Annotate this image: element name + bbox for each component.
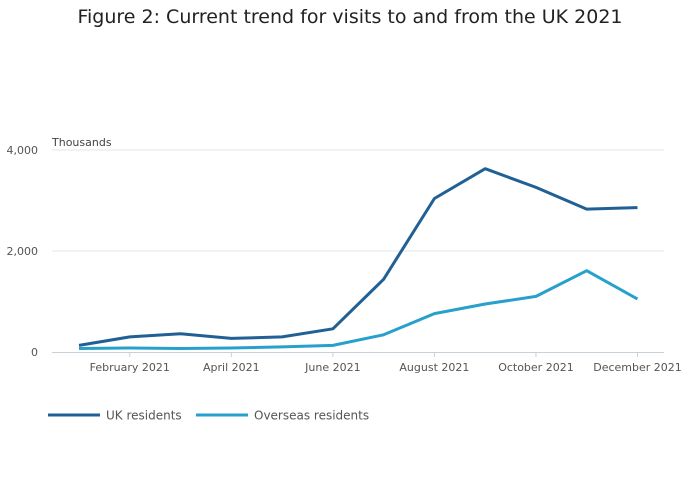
legend-item[interactable]: UK residents: [48, 409, 182, 423]
y-tick-label: 4,000: [7, 144, 39, 157]
y-tick-label: 0: [31, 346, 38, 359]
x-tick-label: February 2021: [90, 361, 170, 374]
grid-layer: [52, 149, 664, 252]
y-tick-label: 2,000: [7, 245, 39, 258]
legend-item[interactable]: Overseas residents: [196, 409, 369, 423]
series-line-overseas-residents: [78, 269, 639, 350]
legend-layer: UK residents Overseas residents: [48, 409, 369, 423]
series-line-uk-residents: [78, 167, 638, 347]
legend-label: UK residents: [106, 409, 182, 423]
axis-layer: 0 2,000 4,000 Thousands February 2021 April 2…: [7, 136, 682, 374]
chart-title: Figure 2: Current trend for visits to an…: [77, 6, 623, 28]
x-tick-label: April 2021: [203, 361, 260, 374]
x-tick-label: August 2021: [399, 361, 469, 374]
x-tick-label: December 2021: [593, 361, 682, 374]
y-axis-label: Thousands: [51, 136, 112, 149]
x-tick-label: June 2021: [304, 361, 360, 374]
series-layer: [78, 167, 639, 350]
legend-label: Overseas residents: [254, 409, 369, 423]
x-tick-label: October 2021: [498, 361, 574, 374]
